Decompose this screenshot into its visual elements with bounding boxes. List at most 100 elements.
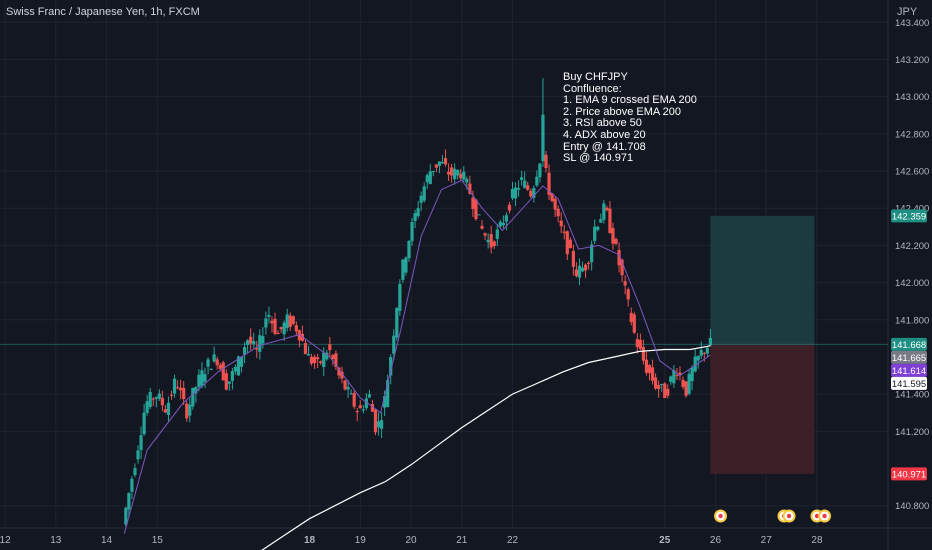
candle-body (660, 384, 664, 386)
candle-body (376, 421, 381, 428)
candle-body (699, 349, 703, 356)
candle-body (325, 352, 329, 360)
candle-body (276, 333, 280, 335)
candle-body (218, 364, 222, 369)
candle-body (252, 341, 256, 345)
candle-body (194, 387, 198, 394)
candle-body (516, 188, 521, 190)
candle-body (343, 380, 347, 390)
target-zone (710, 215, 815, 345)
event-marker-dot (718, 513, 723, 519)
candle-body (212, 354, 216, 362)
candle-body (492, 241, 496, 247)
candle-body (328, 344, 332, 351)
candle-body (157, 393, 161, 399)
candle-body (456, 170, 460, 176)
price-label-badge (891, 350, 927, 364)
candle-body (565, 231, 569, 255)
candle-body (407, 240, 411, 259)
candle-body (258, 335, 262, 352)
candle-body (346, 386, 350, 390)
candle-body (124, 507, 128, 525)
y-tick-label: 142.600 (895, 167, 929, 178)
candle-body (486, 239, 490, 243)
y-tick-label: 141.400 (895, 390, 929, 401)
candle-body (495, 229, 499, 239)
y-tick-label: 143.400 (895, 18, 929, 29)
candle-body (647, 365, 652, 374)
annotation-line: 2. Price above EMA 200 (563, 105, 682, 118)
candle-body (608, 208, 612, 234)
price-label-text: 142.359 (892, 211, 926, 222)
candle-body (675, 375, 679, 377)
candle-body (373, 409, 378, 433)
candle-body (587, 262, 591, 264)
candle-body (480, 225, 484, 229)
candle-body (355, 411, 359, 413)
x-tick-label: 13 (50, 535, 62, 546)
candle-body (577, 265, 582, 278)
candle-body (166, 402, 171, 415)
candle-body (678, 372, 682, 376)
chart-title: Swiss Franc / Japanese Yen, 1h, FXCM (6, 6, 200, 18)
price-label-badge (891, 337, 927, 351)
x-tick-label: 25 (659, 535, 671, 546)
candle-body (367, 394, 372, 398)
candle-body (504, 215, 509, 222)
candle-body (316, 357, 320, 360)
candle-body (270, 320, 274, 324)
candle-body (550, 193, 554, 202)
candle-body (596, 226, 600, 230)
candle-body (227, 381, 231, 384)
candle-body (358, 405, 362, 409)
candle-body (322, 352, 326, 368)
y-tick-label: 142.200 (895, 241, 929, 252)
candle-body (364, 398, 368, 409)
candle-body (672, 370, 676, 384)
candle-body (249, 336, 253, 344)
candle-body (386, 380, 390, 407)
candle-body (319, 361, 323, 363)
candle-body (440, 162, 445, 164)
candle-body (370, 404, 375, 412)
x-tick-label: 26 (710, 535, 722, 546)
x-tick-label: 27 (761, 535, 773, 546)
candle-body (379, 420, 384, 429)
candle-body (556, 208, 560, 217)
price-label-badge (891, 209, 927, 223)
candle-body (337, 367, 341, 376)
y-tick-label: 143.000 (895, 92, 929, 103)
candle-body (142, 412, 146, 435)
candle-body (294, 325, 298, 332)
candle-body (650, 367, 655, 381)
candle-body (553, 198, 557, 210)
candle-body (538, 163, 542, 178)
candle-body (182, 387, 186, 400)
candle-body (635, 339, 639, 347)
candle-body (148, 392, 152, 407)
candle-body (632, 314, 636, 333)
candle-body (392, 335, 396, 354)
candle-body (401, 259, 405, 280)
candle-body (638, 339, 642, 349)
candle-body (666, 388, 670, 396)
candle-body (663, 383, 667, 399)
annotation-line: Entry @ 141.708 (563, 140, 646, 153)
price-label-badge (891, 467, 927, 481)
candle-body (690, 367, 694, 382)
candle-body (163, 409, 168, 413)
candle-body (352, 393, 356, 407)
candle-body (431, 171, 435, 173)
x-tick-label: 22 (507, 535, 519, 546)
annotation-line: 4. ADX above 20 (563, 128, 646, 141)
candle-body (602, 203, 606, 220)
candle-body (471, 197, 475, 209)
candle-body (574, 269, 579, 277)
candle-body (422, 186, 426, 201)
candle-body (188, 404, 192, 416)
candle-body (465, 178, 469, 183)
candle-body (593, 226, 597, 241)
candle-body (443, 158, 448, 165)
candle-body (154, 397, 158, 399)
